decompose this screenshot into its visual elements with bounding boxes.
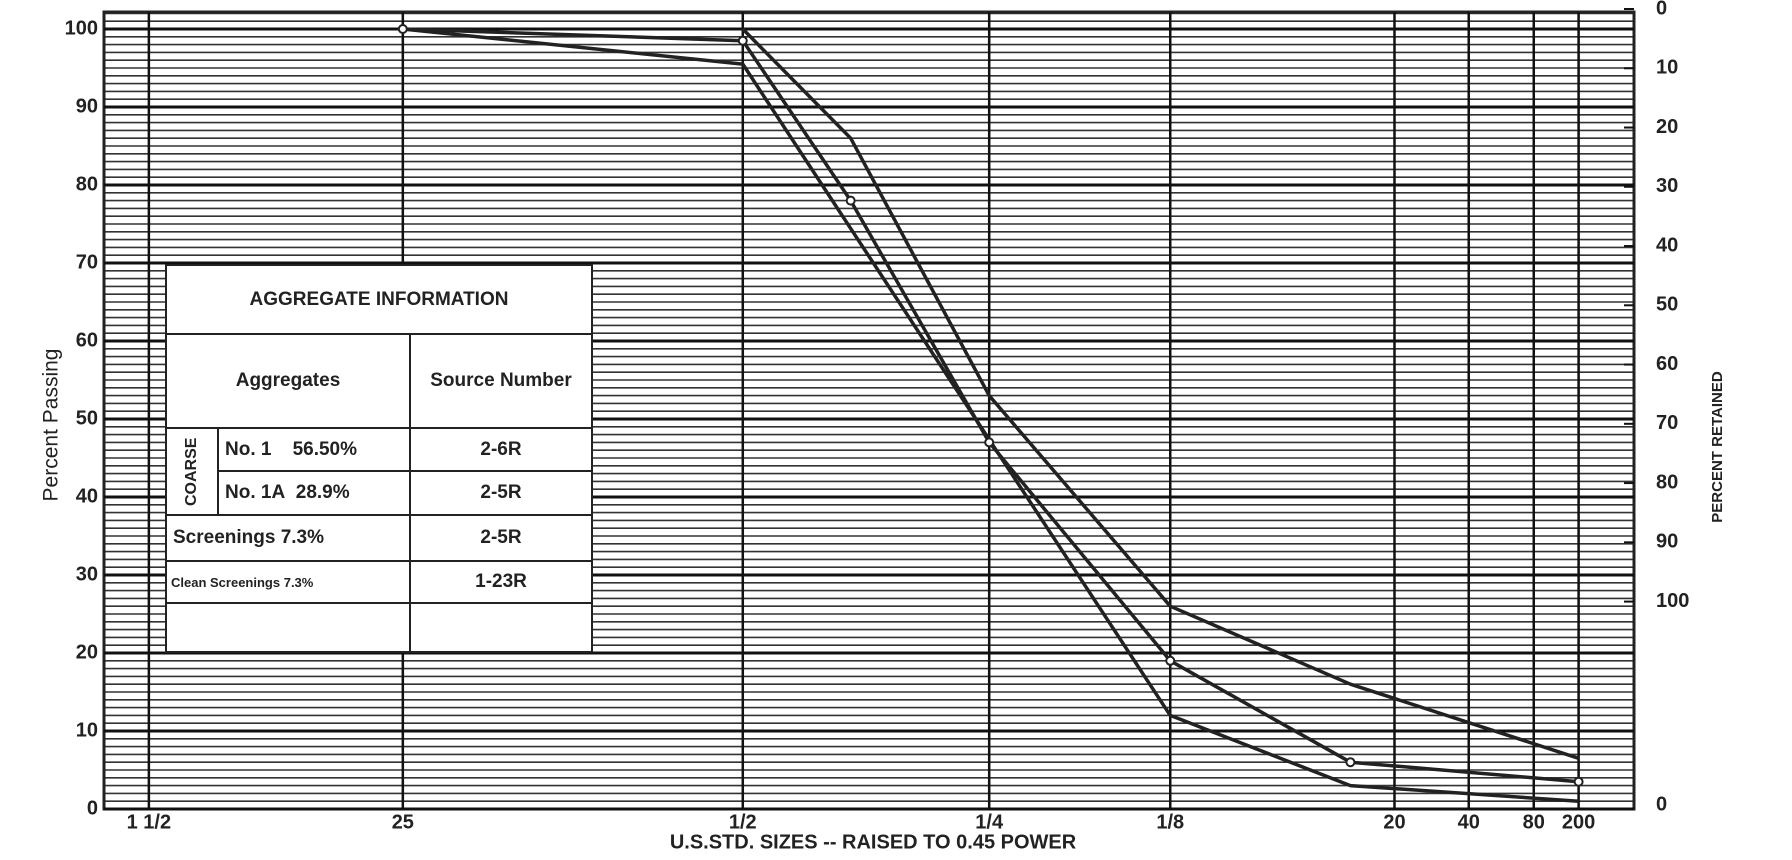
aggregate-name: No. 1A (225, 482, 286, 503)
point-marker (737, 35, 748, 46)
y2-tick-label: 50 (1656, 294, 1678, 316)
source-number: 2-6R (409, 427, 593, 472)
aggregate-name: Clean Screenings 7.3% (165, 560, 411, 604)
y-tick-label: 70 (76, 251, 98, 273)
aggregate-table: AGGREGATE INFORMATION Aggregates Source N… (165, 264, 593, 653)
y2-tick-label: 90 (1656, 531, 1678, 553)
y-tick-label: 30 (76, 563, 98, 585)
source-number: 2-5R (409, 514, 593, 562)
y2-tick-label: 70 (1656, 412, 1678, 434)
x-tick-label: 20 (1383, 811, 1405, 833)
y-tick-label: 90 (76, 95, 98, 117)
y-tick-label: 10 (76, 719, 98, 741)
table-cell (165, 602, 411, 653)
x-tick-label: 1/4 (975, 811, 1004, 833)
x-tick-label: 1 1/2 (127, 811, 171, 833)
y-tick-label: 0 (87, 797, 98, 819)
y2-tick-label: 0 (1656, 0, 1667, 19)
point-marker (984, 437, 995, 448)
x-tick-label: 80 (1523, 811, 1545, 833)
point-marker (1345, 757, 1356, 768)
y2-tick-label: 30 (1656, 175, 1678, 197)
aggregate-percent: 28.9% (295, 482, 350, 503)
y-tick-label: 40 (76, 485, 98, 507)
table-cell (409, 602, 593, 653)
y2-tick-label: 40 (1656, 234, 1678, 256)
x-tick-label: 40 (1458, 811, 1480, 833)
y-tick-label: 20 (76, 641, 98, 663)
table-header: Source Number (409, 333, 593, 429)
table-cell: No. 1A 28.9% (217, 470, 411, 516)
y-tick-label: 80 (76, 173, 98, 195)
x-tick-label: 25 (392, 811, 414, 833)
x-tick-label: 1/2 (729, 811, 757, 833)
series-line (402, 27, 1579, 803)
x-tick-label: 1/8 (1156, 811, 1184, 833)
table-title: AGGREGATE INFORMATION (165, 264, 593, 335)
y2-tick-label: 20 (1656, 116, 1678, 138)
point-marker (845, 195, 856, 206)
point-marker (1165, 655, 1176, 666)
table-header: Aggregates (165, 333, 411, 429)
point-marker (397, 24, 408, 34)
aggregate-percent: 56.50% (292, 438, 358, 460)
y2-tick-label: 60 (1656, 353, 1678, 375)
source-number: 2-5R (409, 470, 593, 516)
y-axis-label: Percent Passing (40, 349, 63, 502)
y-tick-label: 60 (76, 329, 98, 351)
y2-tick-label: 10 (1656, 57, 1678, 79)
aggregate-name: Screenings 7.3% (165, 514, 411, 562)
source-number: 1-23R (409, 560, 593, 604)
series-line (741, 27, 1580, 760)
y-tick-label: 100 (65, 17, 98, 39)
y2-tick-label: 80 (1656, 471, 1678, 493)
table-cell: No. 1 56.50% (217, 427, 411, 472)
x-tick-label: 200 (1562, 811, 1595, 833)
aggregate-name: No. 1 (225, 438, 272, 460)
y2-bottom-label: 0 (1656, 793, 1667, 815)
y2-axis-label: PERCENT RETAINED (1709, 371, 1726, 523)
x-axis-label: U.S.STD. SIZES -- RAISED TO 0.45 POWER (670, 831, 1077, 853)
point-marker (1573, 776, 1584, 787)
y2-tick-label: 100 (1656, 590, 1689, 612)
y-tick-label: 50 (76, 407, 98, 429)
group-label: COARSE (166, 428, 218, 515)
